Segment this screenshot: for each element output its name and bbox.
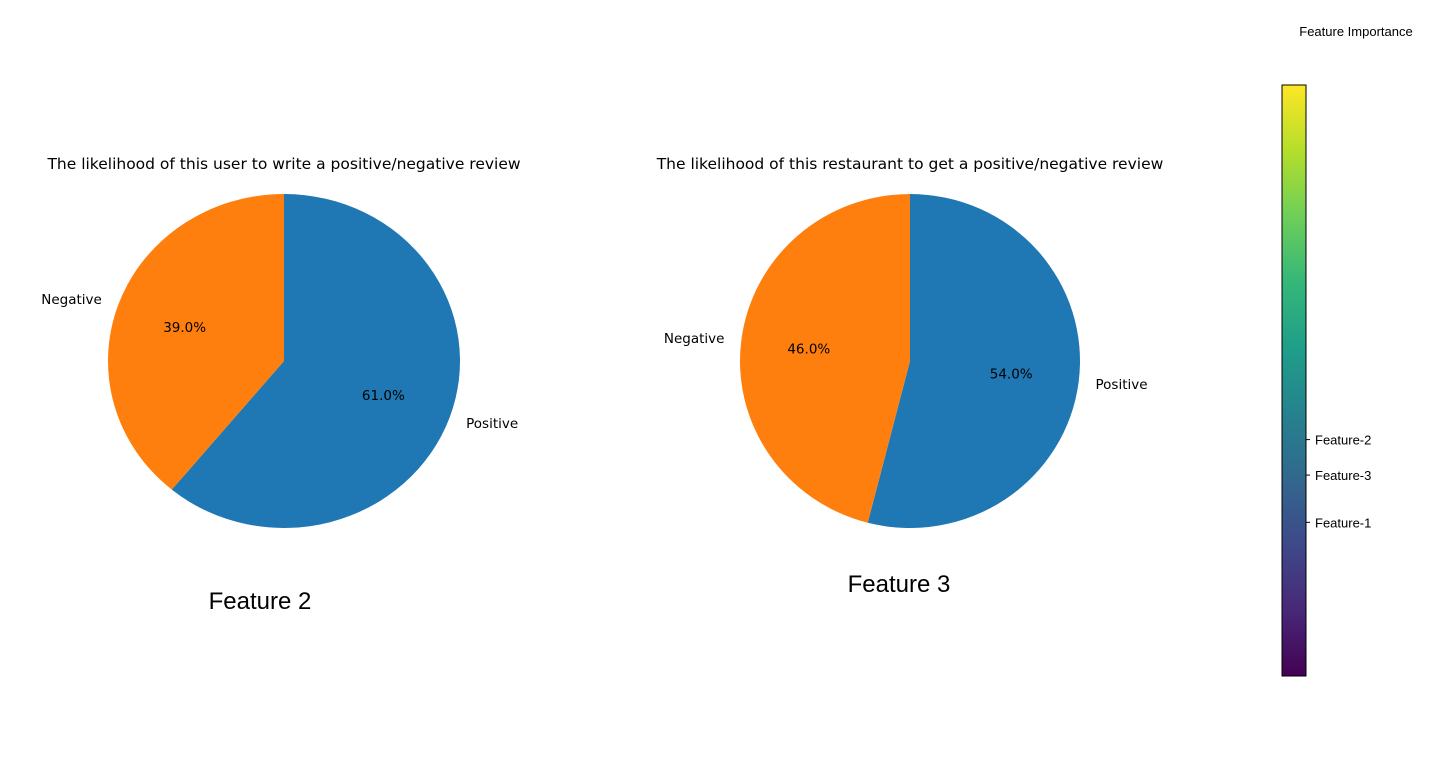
colorbar: Feature Importance Feature-2Feature-3Fea… <box>1281 24 1413 677</box>
pie-chart-user: The likelihood of this user to write a p… <box>41 155 521 615</box>
pie-pct-restaurant-positive: 54.0% <box>990 367 1033 383</box>
colorbar-tick-label: Feature-3 <box>1315 468 1371 483</box>
pie-label-user-negative: Negative <box>41 292 102 308</box>
pie-label-restaurant-positive: Positive <box>1096 377 1148 393</box>
colorbar-title: Feature Importance <box>1299 24 1412 39</box>
pie-labels-restaurant: Positive 54.0% Negative 46.0% <box>664 331 1148 393</box>
pie-labels-user: Positive 61.0% Negative 39.0% <box>41 292 518 432</box>
colorbar-ticks: Feature-2 Feature-3 Feature-1 <box>1306 433 1371 530</box>
pie-label-user-positive: Positive <box>466 416 518 432</box>
pie-slice-user-negative <box>108 194 284 490</box>
pie-pct-user-positive: 61.0% <box>362 388 405 404</box>
pie-slices-restaurant <box>739 194 1080 528</box>
pie-slice-restaurant-negative <box>739 194 910 523</box>
pie-chart-restaurant: The likelihood of this restaurant to get… <box>656 155 1164 598</box>
chart-title-user: The likelihood of this user to write a p… <box>46 155 520 173</box>
pie-pct-restaurant-negative: 46.0% <box>787 341 830 357</box>
pie-label-restaurant-negative: Negative <box>664 331 725 347</box>
pie-slices-user <box>108 194 461 528</box>
pie-slice-restaurant-positive <box>867 194 1080 528</box>
pie-slice-user-positive <box>171 194 461 528</box>
colorbar-tick-label: Feature-1 <box>1315 515 1371 530</box>
feature-caption-restaurant: Feature 3 <box>848 571 951 598</box>
colorbar-gradient <box>1281 84 1307 677</box>
chart-title-restaurant: The likelihood of this restaurant to get… <box>656 155 1164 173</box>
feature-caption-user: Feature 2 <box>209 588 312 615</box>
pie-pct-user-negative: 39.0% <box>163 320 206 336</box>
colorbar-tick-label: Feature-2 <box>1315 433 1371 448</box>
